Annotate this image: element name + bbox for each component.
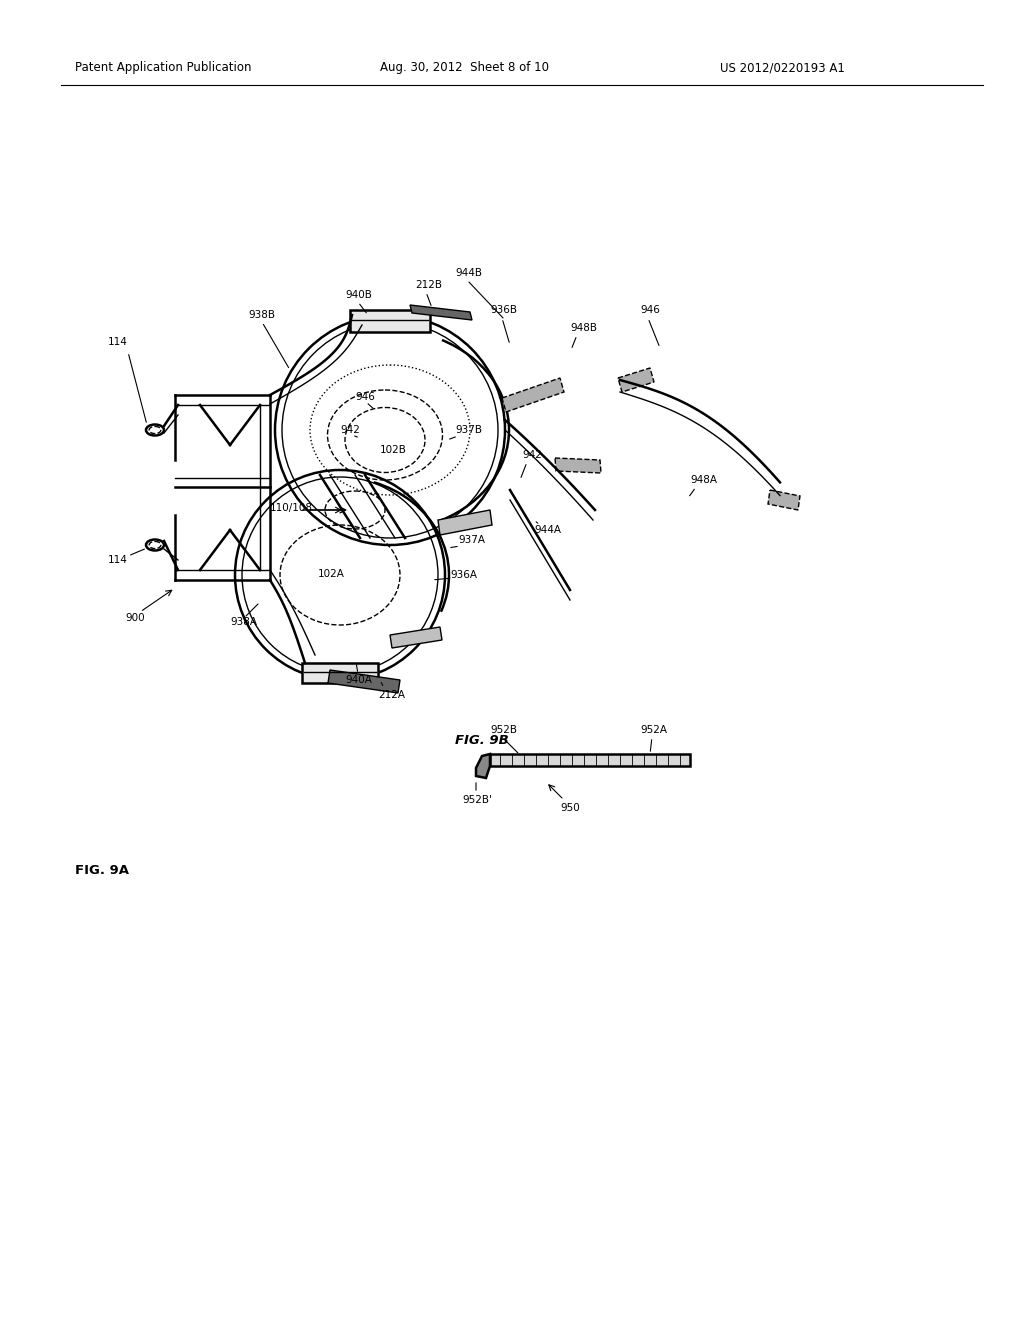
- Text: 900: 900: [125, 612, 144, 623]
- Text: 950: 950: [560, 803, 580, 813]
- Text: 102A: 102A: [318, 569, 345, 579]
- Text: 952A: 952A: [640, 725, 667, 735]
- Text: 938B: 938B: [248, 310, 275, 319]
- Text: 936A: 936A: [450, 570, 477, 579]
- Polygon shape: [410, 305, 472, 319]
- Text: FIG. 9B: FIG. 9B: [455, 734, 509, 747]
- Text: 212A: 212A: [378, 690, 406, 700]
- Polygon shape: [618, 368, 654, 392]
- Polygon shape: [328, 671, 400, 693]
- Polygon shape: [768, 490, 800, 510]
- Text: 937B: 937B: [455, 425, 482, 436]
- Text: 944B: 944B: [455, 268, 482, 279]
- Text: 948B: 948B: [570, 323, 597, 333]
- Text: Aug. 30, 2012  Sheet 8 of 10: Aug. 30, 2012 Sheet 8 of 10: [380, 62, 549, 74]
- Text: 944A: 944A: [534, 525, 561, 535]
- Polygon shape: [502, 378, 564, 412]
- FancyBboxPatch shape: [302, 663, 378, 682]
- Text: 940A: 940A: [345, 675, 372, 685]
- Text: 102B: 102B: [380, 445, 407, 455]
- Text: 952B': 952B': [462, 795, 492, 805]
- Text: 114: 114: [108, 337, 128, 347]
- Text: Patent Application Publication: Patent Application Publication: [75, 62, 252, 74]
- Text: 942: 942: [340, 425, 359, 436]
- Text: 948A: 948A: [690, 475, 717, 484]
- Text: 110/108: 110/108: [270, 503, 313, 513]
- Text: 940B: 940B: [345, 290, 372, 300]
- Text: US 2012/0220193 A1: US 2012/0220193 A1: [720, 62, 845, 74]
- Text: 114: 114: [108, 554, 128, 565]
- Text: 938A: 938A: [230, 616, 257, 627]
- Text: 942: 942: [522, 450, 542, 459]
- Text: 946: 946: [355, 392, 375, 403]
- Polygon shape: [438, 510, 492, 535]
- Text: FIG. 9A: FIG. 9A: [75, 863, 129, 876]
- Text: 937A: 937A: [458, 535, 485, 545]
- Bar: [490, 754, 690, 766]
- Text: 212B: 212B: [415, 280, 442, 290]
- Polygon shape: [555, 458, 601, 473]
- Polygon shape: [476, 754, 490, 777]
- Polygon shape: [390, 627, 442, 648]
- Text: 946: 946: [640, 305, 659, 315]
- Text: 952B: 952B: [490, 725, 517, 735]
- FancyBboxPatch shape: [350, 310, 430, 333]
- Text: 936B: 936B: [490, 305, 517, 315]
